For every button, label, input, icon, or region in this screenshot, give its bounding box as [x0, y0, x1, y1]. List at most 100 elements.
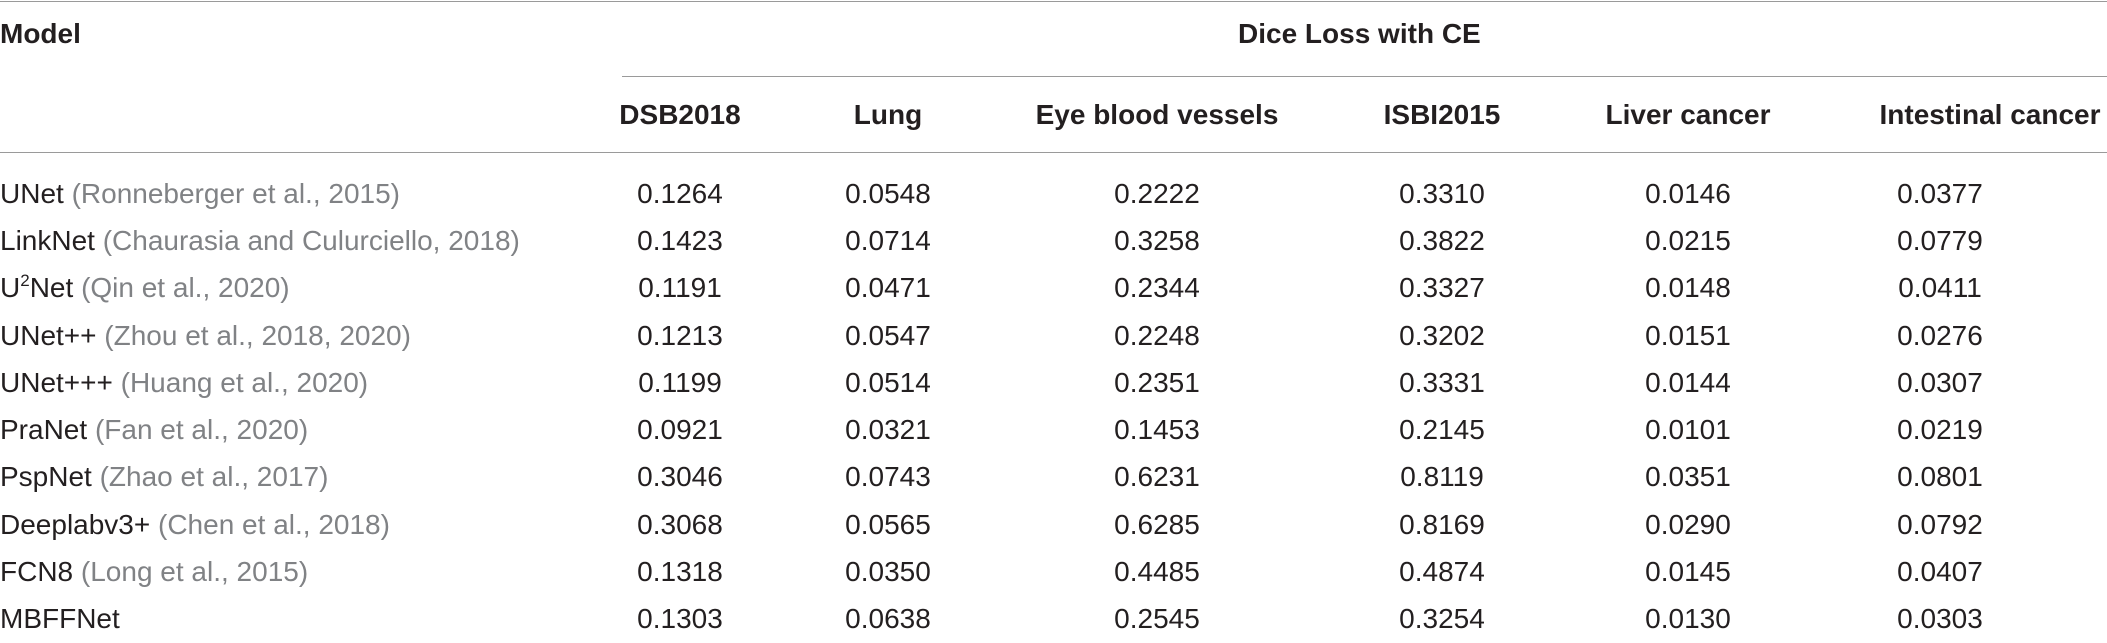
value-cell-lung: 0.0743 — [845, 461, 931, 493]
table-body: UNet (Ronneberger et al., 2015) 0.1264 0.0… — [0, 170, 2090, 643]
value-cell-liver-cancer: 0.0290 — [1645, 508, 1731, 540]
value-cell-liver-cancer: 0.0215 — [1645, 224, 1731, 256]
value-cell-lung: 0.0565 — [845, 508, 931, 540]
value-cell-eye-blood-vessels: 0.4485 — [1114, 556, 1200, 588]
table-row: UNet+++ (Huang et al., 2020) 0.1199 0.0514… — [0, 359, 2090, 406]
value-cell-intestinal-cancer: 0.0303 — [1897, 603, 1983, 635]
value-cell-intestinal-cancer: 0.0779 — [1897, 224, 1983, 256]
value-cell-intestinal-cancer: 0.0407 — [1897, 556, 1983, 588]
value-cell-dsb2018: 0.3068 — [637, 508, 723, 540]
value-cell-intestinal-cancer: 0.0801 — [1897, 461, 1983, 493]
model-name-superscript: 2 — [20, 271, 30, 291]
value-cell-intestinal-cancer: 0.0411 — [1898, 272, 1982, 304]
value-cell-eye-blood-vessels: 0.2248 — [1114, 319, 1200, 351]
value-cell-dsb2018: 0.1318 — [637, 556, 723, 588]
model-name-prefix: U — [0, 272, 21, 304]
value-cell-lung: 0.0638 — [845, 603, 931, 635]
value-cell-isbi2015: 0.3310 — [1399, 177, 1485, 209]
value-cell-isbi2015: 0.3254 — [1399, 603, 1485, 635]
column-header-lung: Lung — [853, 99, 923, 130]
model-name: PspNet — [0, 461, 92, 493]
value-cell-eye-blood-vessels: 0.2545 — [1114, 603, 1200, 635]
value-cell-eye-blood-vessels: 0.2351 — [1114, 366, 1200, 398]
value-cell-intestinal-cancer: 0.0377 — [1897, 177, 1983, 209]
value-cell-dsb2018: 0.1191 — [638, 272, 722, 304]
header-rule — [0, 152, 2107, 153]
column-header-dsb2018: DSB2018 — [619, 99, 741, 130]
value-cell-isbi2015: 0.8119 — [1400, 461, 1484, 493]
table-row: Deeplabv3+ (Chen et al., 2018) 0.3068 0.05… — [0, 501, 2090, 548]
value-cell-liver-cancer: 0.0130 — [1645, 603, 1731, 635]
value-cell-eye-blood-vessels: 0.2222 — [1114, 177, 1200, 209]
table-row: U2Net (Qin et al., 2020) 0.1191 0.0471 0.23… — [0, 265, 2090, 312]
table-row: PraNet (Fan et al., 2020) 0.0921 0.0321 0.1… — [0, 406, 2090, 453]
model-name: MBFFNet — [0, 603, 120, 635]
value-cell-eye-blood-vessels: 0.3258 — [1114, 224, 1200, 256]
model-name: Deeplabv3+ — [0, 508, 151, 540]
value-cell-lung: 0.0548 — [845, 177, 931, 209]
citation-link: (Zhao et al., 2017) — [99, 461, 329, 493]
table-row: UNet++ (Zhou et al., 2018, 2020) 0.1213 0.… — [0, 312, 2090, 359]
value-cell-eye-blood-vessels: 0.6231 — [1114, 461, 1200, 493]
value-cell-intestinal-cancer: 0.0276 — [1897, 319, 1983, 351]
value-cell-dsb2018: 0.3046 — [637, 461, 723, 493]
model-cell: MBFFNet — [0, 596, 600, 643]
model-name: UNet++ — [0, 319, 97, 351]
model-column-header: Model — [0, 18, 81, 49]
value-cell-isbi2015: 0.3327 — [1399, 272, 1485, 304]
model-cell: U2Net (Qin et al., 2020) — [0, 265, 600, 312]
value-cell-liver-cancer: 0.0148 — [1645, 272, 1731, 304]
table-row: FCN8 (Long et al., 2015) 0.1318 0.0350 0.44… — [0, 548, 2090, 595]
value-cell-dsb2018: 0.1264 — [637, 177, 723, 209]
value-cell-isbi2015: 0.3202 — [1399, 319, 1485, 351]
value-cell-liver-cancer: 0.0101 — [1645, 414, 1731, 446]
table-row: MBFFNet 0.1303 0.0638 0.2545 0.3254 0.0130 0.0… — [0, 596, 2090, 643]
value-cell-isbi2015: 0.3331 — [1399, 366, 1485, 398]
table-row: UNet (Ronneberger et al., 2015) 0.1264 0.0… — [0, 170, 2090, 217]
column-header-eye-blood-vessels: Eye blood vessels — [1035, 99, 1279, 130]
value-cell-liver-cancer: 0.0144 — [1645, 366, 1731, 398]
citation-link: (Zhou et al., 2018, 2020) — [104, 319, 411, 351]
column-header-intestinal-cancer: Intestinal cancer — [1879, 99, 2101, 130]
citation-link: (Qin et al., 2020) — [81, 272, 290, 304]
model-cell: Deeplabv3+ (Chen et al., 2018) — [0, 501, 600, 548]
value-cell-isbi2015: 0.2145 — [1399, 414, 1485, 446]
model-cell: PspNet (Zhao et al., 2017) — [0, 454, 600, 501]
value-cell-intestinal-cancer: 0.0307 — [1897, 366, 1983, 398]
value-cell-liver-cancer: 0.0151 — [1645, 319, 1731, 351]
table-row: LinkNet (Chaurasia and Culurciello, 2018… — [0, 217, 2090, 264]
value-cell-isbi2015: 0.3822 — [1399, 224, 1485, 256]
model-name: UNet+++ — [0, 366, 113, 398]
value-cell-lung: 0.0714 — [845, 224, 931, 256]
value-cell-eye-blood-vessels: 0.1453 — [1114, 414, 1200, 446]
model-name: FCN8 — [0, 556, 74, 588]
column-header-isbi2015: ISBI2015 — [1383, 99, 1501, 130]
model-cell: UNet (Ronneberger et al., 2015) — [0, 170, 600, 217]
model-name: PraNet — [0, 414, 88, 446]
value-cell-liver-cancer: 0.0146 — [1645, 177, 1731, 209]
value-cell-liver-cancer: 0.0351 — [1645, 461, 1731, 493]
value-cell-lung: 0.0471 — [845, 272, 931, 304]
value-cell-eye-blood-vessels: 0.6285 — [1114, 508, 1200, 540]
group-header: Dice Loss with CE — [1238, 18, 1481, 49]
model-cell: UNet+++ (Huang et al., 2020) — [0, 359, 600, 406]
citation-link: (Chaurasia and Culurciello, 2018) — [102, 224, 520, 256]
value-cell-eye-blood-vessels: 0.2344 — [1114, 272, 1200, 304]
column-header-liver-cancer: Liver cancer — [1605, 99, 1771, 130]
model-cell: FCN8 (Long et al., 2015) — [0, 548, 600, 595]
citation-link: (Long et al., 2015) — [80, 556, 309, 588]
model-name: UNet — [0, 177, 64, 209]
citation-link: (Chen et al., 2018) — [158, 508, 390, 540]
value-cell-lung: 0.0547 — [845, 319, 931, 351]
model-cell: PraNet (Fan et al., 2020) — [0, 406, 600, 453]
value-cell-dsb2018: 0.1199 — [638, 366, 722, 398]
citation-link: (Huang et al., 2020) — [120, 366, 369, 398]
model-cell: LinkNet (Chaurasia and Culurciello, 2018… — [0, 217, 600, 264]
citation-link: (Fan et al., 2020) — [94, 414, 309, 446]
value-cell-isbi2015: 0.4874 — [1399, 556, 1485, 588]
value-cell-lung: 0.0514 — [845, 366, 931, 398]
model-name: LinkNet — [0, 224, 95, 256]
value-cell-lung: 0.0350 — [845, 556, 931, 588]
value-cell-isbi2015: 0.8169 — [1399, 508, 1485, 540]
value-cell-dsb2018: 0.1213 — [637, 319, 723, 351]
